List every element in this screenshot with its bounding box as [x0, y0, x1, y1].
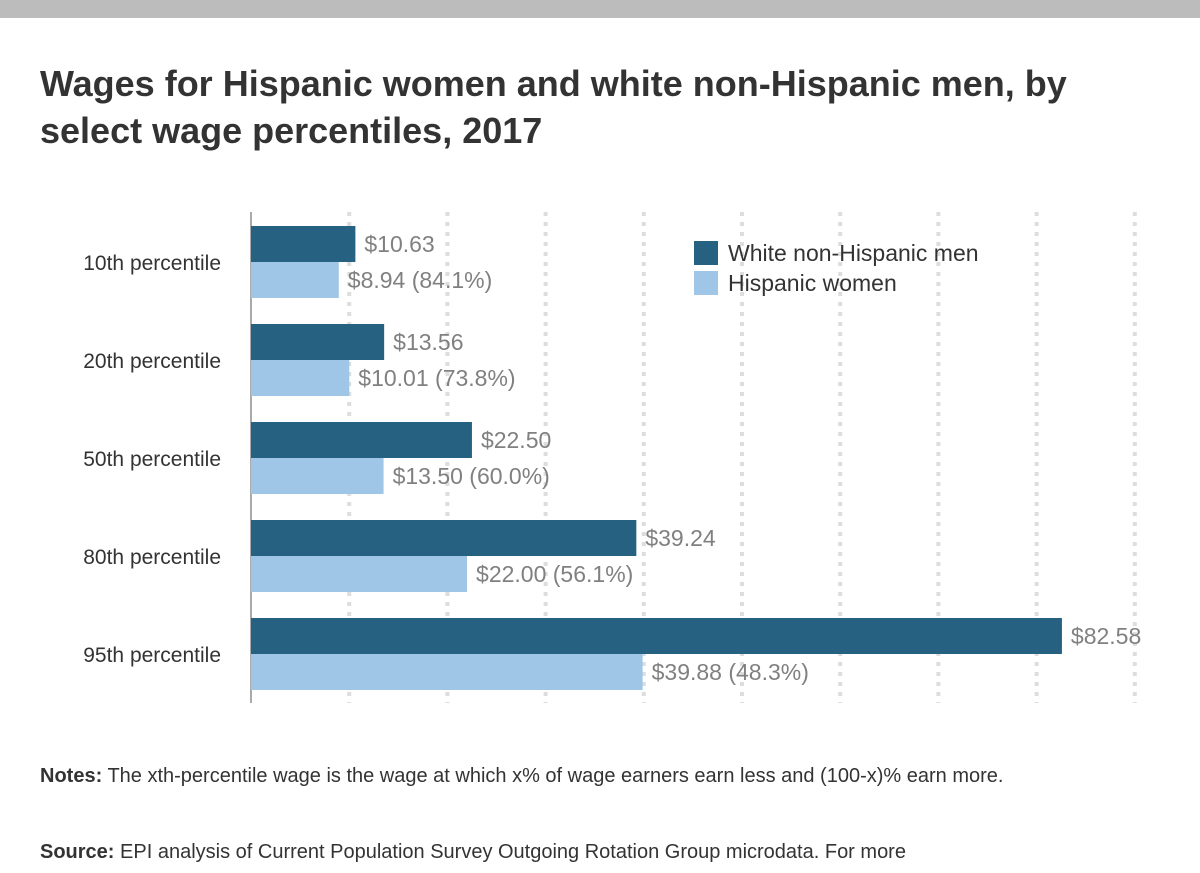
bar-chart: 10th percentile $10.63 $8.94 (84.1%) 20th p… [83, 212, 1141, 703]
bar-men [251, 422, 472, 458]
bar-women [251, 556, 468, 592]
data-label: $22.50 [481, 427, 551, 453]
category-label: 95th percentile [83, 644, 221, 667]
category-label: 20th percentile [83, 350, 221, 373]
legend-label: Hispanic women [728, 270, 897, 296]
legend: White non-Hispanic men Hispanic women [694, 240, 979, 296]
source-label: Source: [40, 841, 115, 863]
bar-men [251, 324, 385, 360]
source-text: EPI analysis of Current Population Surve… [120, 841, 906, 863]
bar-women [251, 360, 350, 396]
notes-label: Notes: [40, 765, 103, 787]
legend-label: White non-Hispanic men [728, 240, 979, 266]
notes: Notes: The xth-percentile wage is the wa… [40, 760, 1160, 792]
labels: 10th percentile $10.63 $8.94 (84.1%) 20th p… [83, 231, 1141, 685]
bars [251, 226, 1062, 690]
data-label: $22.00 (56.1%) [476, 561, 633, 587]
bar-men [251, 618, 1062, 654]
top-bar [0, 0, 1200, 18]
bar-women [251, 262, 339, 298]
chart-title: Wages for Hispanic women and white non-H… [40, 63, 1067, 151]
bar-women [251, 458, 384, 494]
data-label: $39.24 [645, 525, 716, 551]
bar-men [251, 520, 637, 556]
category-label: 80th percentile [83, 546, 221, 569]
data-label: $10.63 [364, 231, 434, 257]
source: Source: EPI analysis of Current Populati… [40, 836, 1160, 868]
category-label: 50th percentile [83, 448, 221, 471]
notes-text: The xth-percentile wage is the wage at w… [107, 765, 1004, 787]
category-label: 10th percentile [83, 252, 221, 275]
bar-men [251, 226, 356, 262]
data-label: $82.58 [1071, 623, 1141, 649]
data-label: $13.50 (60.0%) [393, 463, 550, 489]
bar-women [251, 654, 643, 690]
data-label: $39.88 (48.3%) [652, 659, 809, 685]
data-label: $10.01 (73.8%) [358, 365, 515, 391]
legend-swatch-women [694, 271, 718, 295]
legend-swatch-men [694, 241, 718, 265]
data-label: $13.56 [393, 329, 463, 355]
data-label: $8.94 (84.1%) [348, 267, 492, 293]
